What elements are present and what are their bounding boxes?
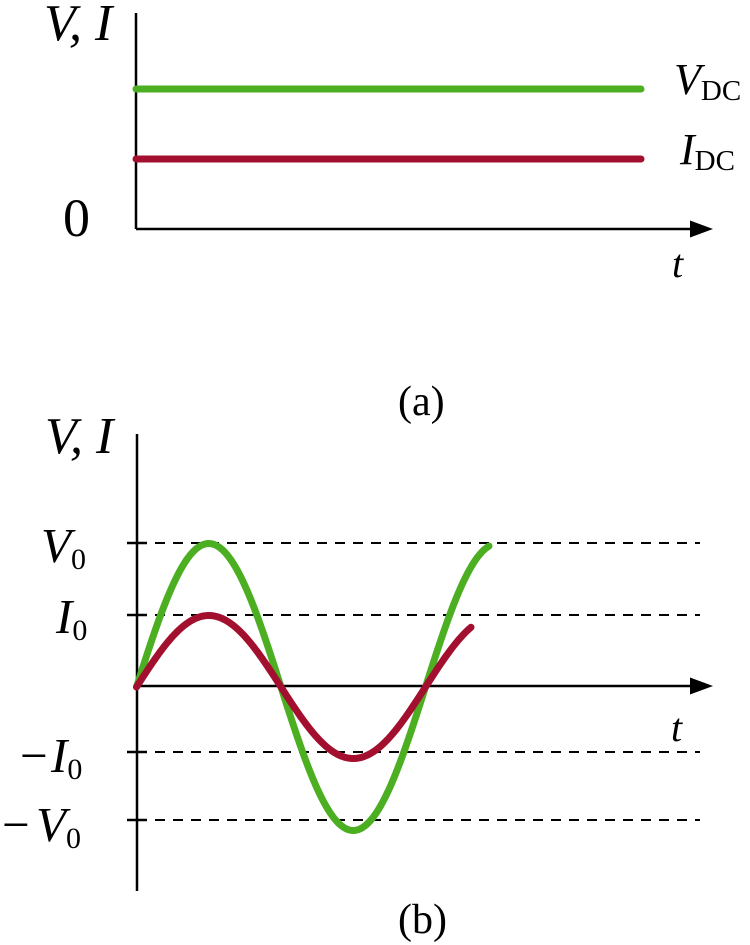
svg-text:V0: V0 (41, 518, 86, 576)
svg-text:I0: I0 (50, 728, 82, 786)
svg-text:I0: I0 (55, 589, 87, 647)
svg-text:(a): (a) (398, 379, 445, 425)
svg-text:V, I: V, I (45, 408, 116, 465)
svg-text:VDC: VDC (674, 55, 741, 107)
svg-text:t: t (671, 705, 683, 750)
svg-text:V0: V0 (36, 797, 81, 855)
svg-text:0: 0 (63, 188, 90, 248)
svg-text:−: − (2, 797, 30, 852)
svg-text:t: t (672, 241, 684, 286)
svg-text:V, I: V, I (44, 0, 115, 52)
svg-text:−: − (20, 728, 48, 783)
svg-text:IDC: IDC (679, 125, 735, 177)
svg-text:(b): (b) (398, 897, 447, 943)
